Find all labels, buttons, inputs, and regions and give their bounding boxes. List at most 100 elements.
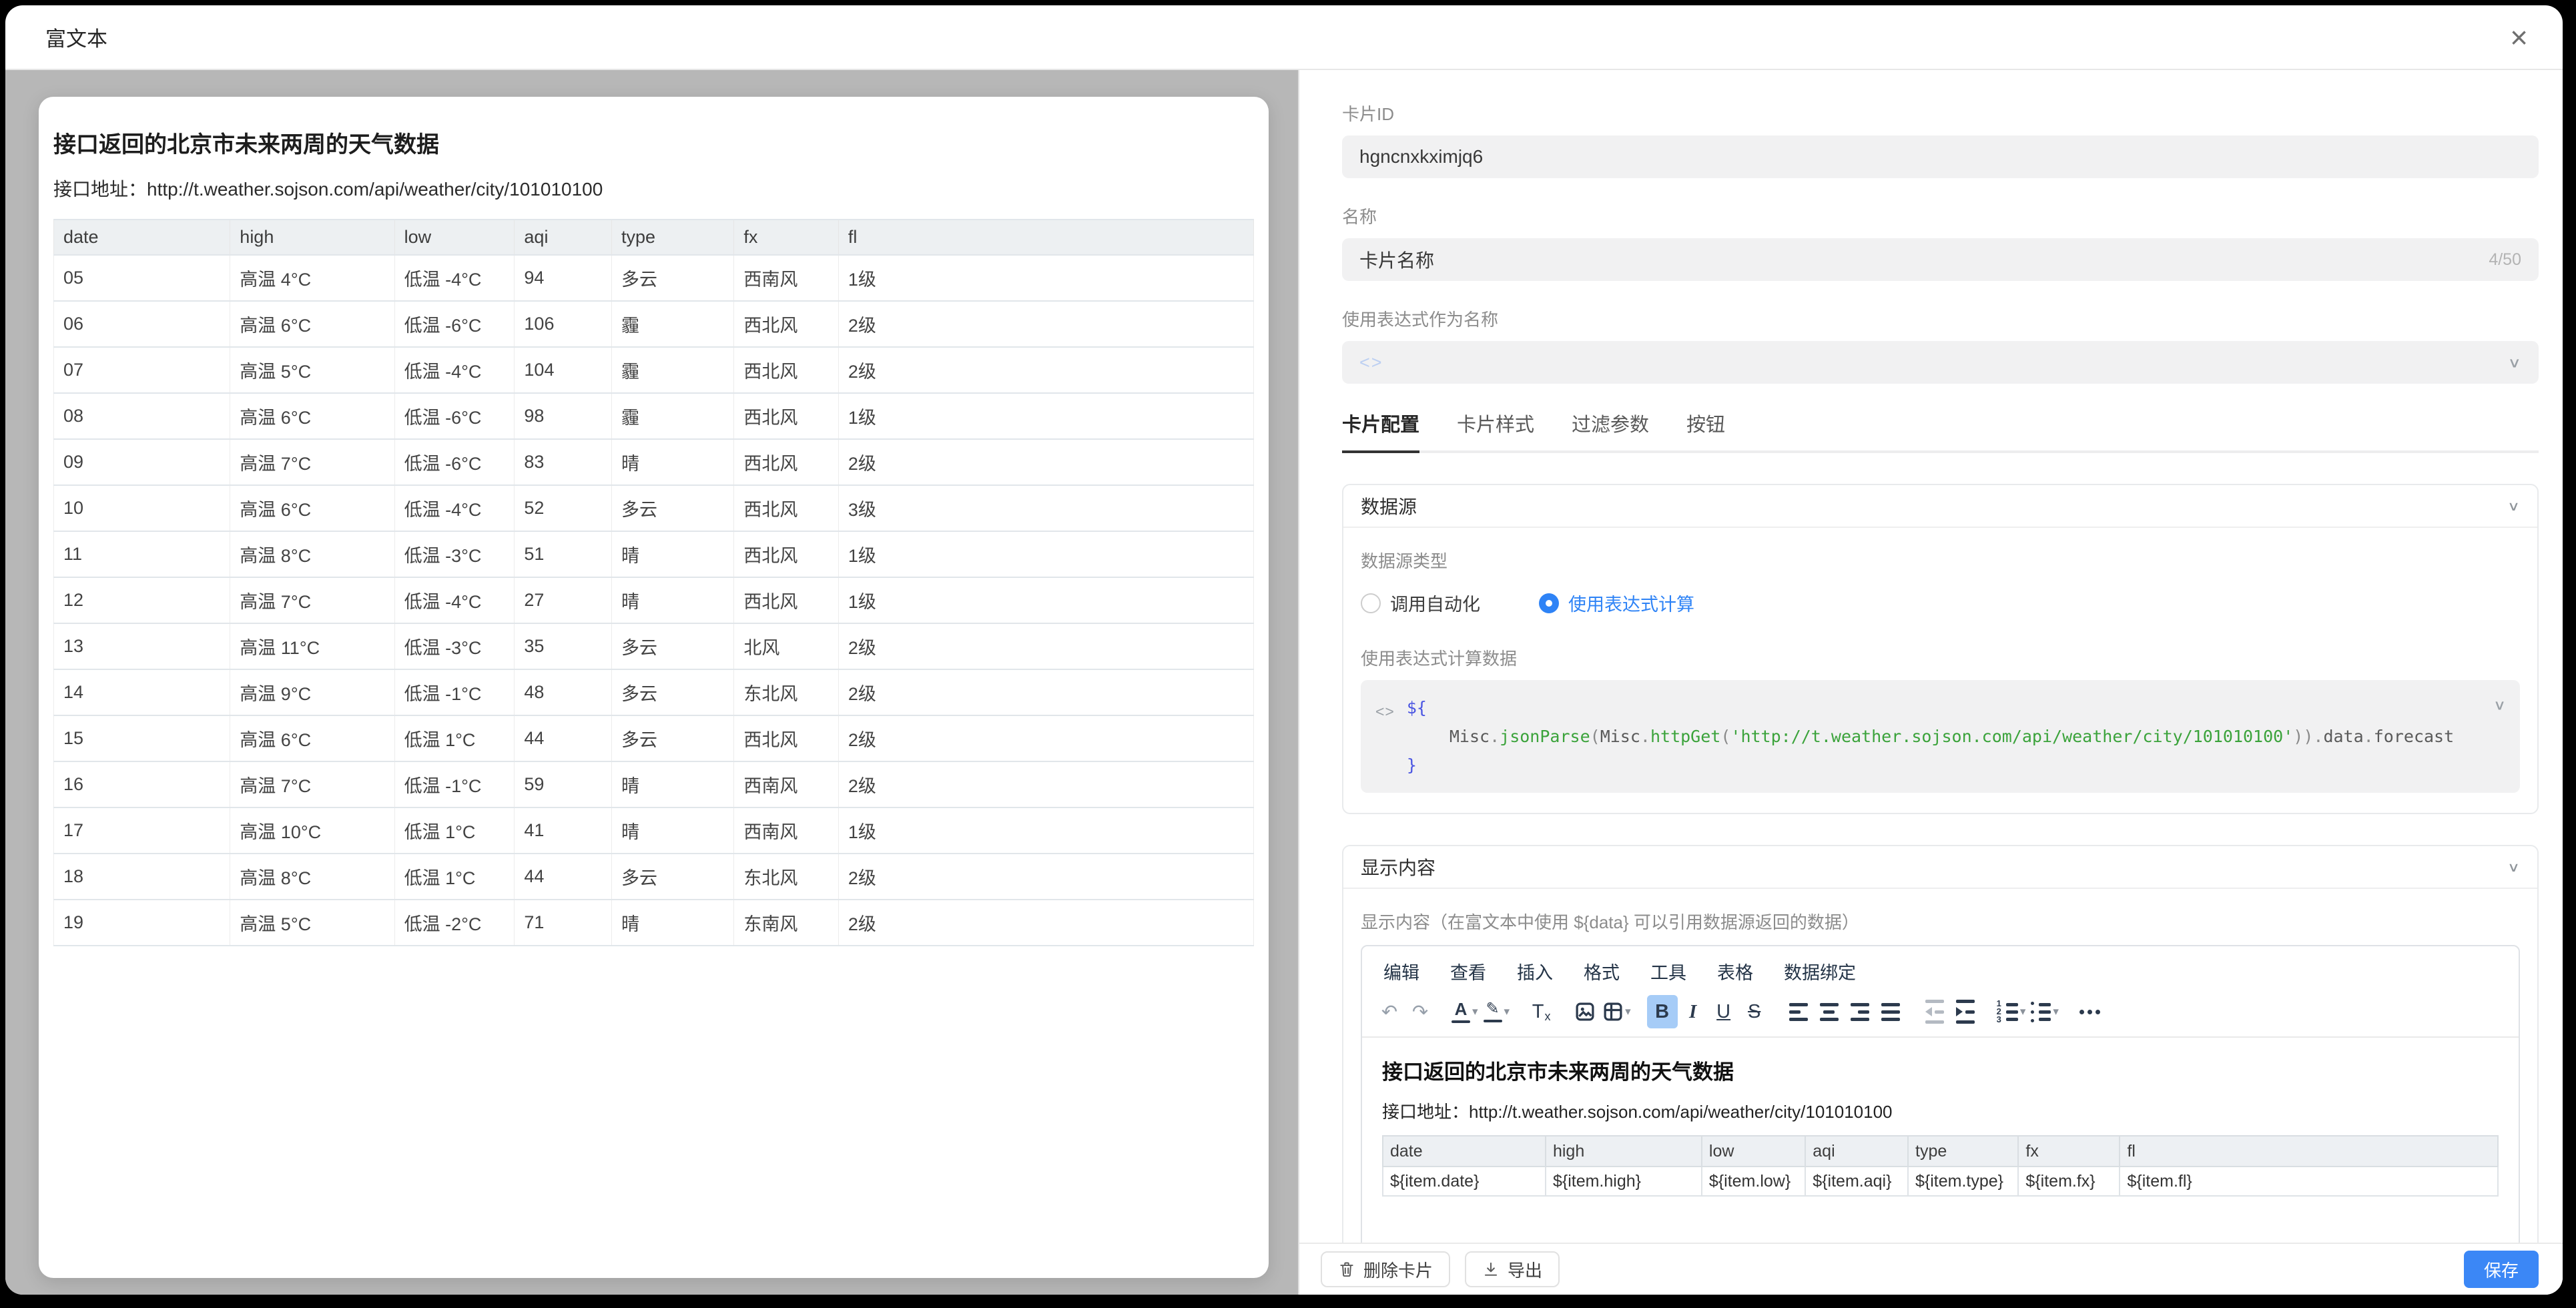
- code-token: httpGet: [1650, 727, 1721, 746]
- cell-type: 多云: [611, 623, 735, 670]
- cell-date: 18: [53, 853, 231, 900]
- delete-card-label: 删除卡片: [1363, 1260, 1433, 1281]
- card-id-label: 卡片ID: [1342, 104, 1395, 124]
- cell-fx: 西北风: [733, 392, 839, 440]
- preview-title: 接口返回的北京市未来两周的天气数据: [53, 132, 439, 157]
- radio-automation[interactable]: 调用自动化: [1361, 590, 1480, 616]
- cell-low: 低温 1°C: [394, 853, 515, 900]
- editor-content-title: 接口返回的北京市未来两周的天气数据: [1382, 1060, 1734, 1084]
- code-token: ): [2293, 727, 2304, 746]
- config-pane: 卡片ID hgncnxkximjq6 名称 卡片名称 4/50 使用表达式作为名…: [1298, 70, 2563, 1295]
- cell-fl: 1级: [838, 254, 1255, 302]
- preview-table-header-cell: fx: [733, 219, 839, 256]
- highlight-color-icon[interactable]: ✎ ▾: [1481, 995, 1513, 1028]
- card-id-input[interactable]: hgncnxkximjq6: [1342, 135, 2539, 178]
- preview-table-header-cell: high: [230, 219, 395, 256]
- cell-low: 低温 -4°C: [394, 484, 515, 532]
- cell-high: 高温 7°C: [230, 761, 395, 808]
- outdent-icon[interactable]: [1919, 995, 1950, 1028]
- chevron-down-icon[interactable]: ∨: [2494, 697, 2505, 713]
- more-options-icon[interactable]: [2075, 995, 2106, 1028]
- editor-menu-item[interactable]: 格式: [1584, 963, 1620, 983]
- tab-card-style[interactable]: 卡片样式: [1457, 414, 1535, 436]
- chevron-down-icon: ∨: [2507, 354, 2522, 370]
- preview-pane: 接口返回的北京市未来两周的天气数据 接口地址：http://t.weather.…: [5, 70, 1298, 1295]
- underline-icon[interactable]: U: [1716, 1000, 1731, 1022]
- cell-fx: 西南风: [733, 254, 839, 302]
- code-token: jsonParse: [1500, 727, 1590, 746]
- bullet-list-icon[interactable]: ▾: [2028, 995, 2061, 1028]
- preview-table-row: 11 高温 8°C 低温 -3°C 51 晴 西北风 1级: [53, 531, 1255, 578]
- cell-low: 低温 -6°C: [394, 438, 515, 486]
- config-tabs: 卡片配置 卡片样式 过滤参数 按钮: [1342, 409, 2539, 453]
- strikethrough-icon[interactable]: S: [1747, 1000, 1761, 1022]
- caret-down-icon: ▾: [1472, 1005, 1478, 1018]
- caret-down-icon: ▾: [1504, 1005, 1510, 1018]
- indent-icon[interactable]: [1950, 995, 1981, 1028]
- name-expression-input[interactable]: <> ∨: [1342, 341, 2539, 384]
- italic-icon[interactable]: I: [1688, 1000, 1697, 1022]
- cell-fx: 西南风: [733, 761, 839, 808]
- cell-fx: 西北风: [733, 577, 839, 624]
- editor-menu-item[interactable]: 数据绑定: [1784, 963, 1856, 983]
- cell-type: 晴: [611, 807, 735, 854]
- cell-fl: 1级: [838, 577, 1255, 624]
- insert-table-icon[interactable]: ▾: [1600, 995, 1634, 1028]
- align-center-icon[interactable]: [1814, 995, 1845, 1028]
- delete-card-button[interactable]: 删除卡片: [1321, 1251, 1451, 1287]
- cell-aqi: 48: [514, 669, 613, 716]
- align-right-icon[interactable]: [1845, 995, 1875, 1028]
- editor-menu-item[interactable]: 编辑: [1383, 963, 1419, 983]
- editor-table-header-cell: date: [1382, 1135, 1546, 1167]
- text-color-icon[interactable]: A ▾: [1449, 995, 1481, 1028]
- preview-card: 接口返回的北京市未来两周的天气数据 接口地址：http://t.weather.…: [39, 97, 1269, 1278]
- undo-icon[interactable]: ↶: [1381, 1001, 1398, 1023]
- display-section-header[interactable]: 显示内容 ∨: [1343, 846, 2537, 889]
- editor-menu-item[interactable]: 查看: [1450, 963, 1486, 983]
- editor-content[interactable]: 接口返回的北京市未来两周的天气数据 接口地址：http://t.weather.…: [1362, 1038, 2519, 1295]
- trash-icon: [1340, 1262, 1353, 1277]
- name-input[interactable]: 卡片名称 4/50: [1342, 238, 2539, 281]
- expression-code: ${ Misc.jsonParse(Misc.httpGet('http://t…: [1407, 693, 2454, 779]
- preview-table-row: 14 高温 9°C 低温 -1°C 48 多云 东北风 2级: [53, 669, 1255, 716]
- save-button[interactable]: 保存: [2463, 1251, 2539, 1288]
- export-button[interactable]: 导出: [1465, 1251, 1560, 1287]
- tab-buttons[interactable]: 按钮: [1686, 414, 1726, 436]
- cell-date: 10: [53, 484, 231, 532]
- align-left-icon[interactable]: [1783, 995, 1814, 1028]
- code-token: .: [1490, 727, 1500, 746]
- close-icon[interactable]: ×: [2510, 19, 2528, 55]
- binding-aqi: ${item.aqi}: [1805, 1166, 1909, 1197]
- cell-type: 霾: [611, 346, 735, 394]
- cell-low: 低温 -1°C: [394, 761, 515, 808]
- cell-high: 高温 8°C: [230, 853, 395, 900]
- cell-date: 08: [53, 392, 231, 440]
- bold-icon[interactable]: B: [1646, 995, 1678, 1028]
- radio-expression-label: 使用表达式计算: [1568, 595, 1694, 615]
- editor-menu-item[interactable]: 工具: [1650, 963, 1686, 983]
- editor-menu-item[interactable]: 表格: [1717, 963, 1753, 983]
- insert-image-icon[interactable]: [1570, 995, 1600, 1028]
- expression-code-input[interactable]: <> ${ Misc.jsonParse(Misc.httpGet('http:…: [1361, 680, 2520, 793]
- align-justify-icon[interactable]: [1875, 995, 1906, 1028]
- radio-expression[interactable]: 使用表达式计算: [1539, 590, 1694, 616]
- datasource-section-header[interactable]: 数据源 ∨: [1343, 485, 2537, 528]
- code-brackets-icon: <>: [1359, 352, 1383, 372]
- tab-card-config[interactable]: 卡片配置: [1342, 409, 1420, 453]
- preview-table-row: 17 高温 10°C 低温 1°C 41 晴 西南风 1级: [53, 807, 1255, 854]
- editor-menu-item[interactable]: 插入: [1517, 963, 1553, 983]
- tab-filter-params[interactable]: 过滤参数: [1572, 414, 1650, 436]
- cell-high: 高温 11°C: [230, 623, 395, 670]
- cell-type: 晴: [611, 438, 735, 486]
- cell-fx: 西北风: [733, 300, 839, 348]
- display-section-body: 显示内容（在富文本中使用 ${data} 可以引用数据源返回的数据） 编辑 查看 插…: [1343, 889, 2537, 1295]
- radio-icon: [1361, 593, 1381, 613]
- redo-icon[interactable]: ↷: [1411, 1001, 1429, 1023]
- cell-aqi: 104: [514, 346, 613, 394]
- caret-down-icon: ▾: [2053, 1005, 2059, 1018]
- cell-fl: 2级: [838, 715, 1255, 762]
- cell-type: 多云: [611, 484, 735, 532]
- preview-table-header-cell: aqi: [514, 219, 613, 256]
